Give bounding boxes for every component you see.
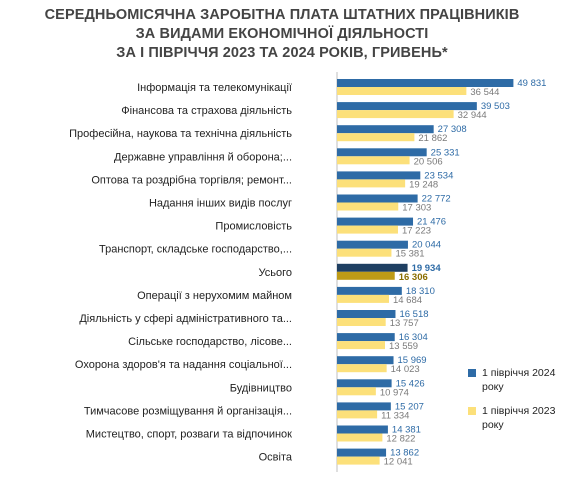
category-label: Охорона здоров'я та надання соціальної..…: [75, 359, 292, 371]
category-label: Будівництво: [230, 382, 292, 394]
value-label-2024: 27 308: [438, 124, 467, 135]
bar-2024: [337, 356, 394, 365]
bar-2024: [337, 402, 391, 411]
bar-2023: [337, 433, 383, 442]
value-label-2024: 18 310: [406, 286, 435, 297]
value-label-2024: 49 831: [517, 78, 546, 89]
value-label-2023: 20 506: [414, 156, 443, 167]
value-label-2024: 19 934: [412, 263, 442, 274]
value-label-2023: 13 559: [389, 341, 418, 352]
bar-2023: [337, 179, 406, 188]
value-label-2023: 14 023: [391, 364, 420, 375]
category-label: Державне управління й оборона;...: [114, 151, 292, 163]
bar-2024: [337, 286, 402, 295]
bar-2023: [337, 318, 386, 326]
bar-2023: [337, 248, 392, 257]
bar-2023: [337, 364, 387, 373]
legend-item-2024: 1 півріччя 2024 року: [468, 366, 560, 394]
value-label-2024: 39 503: [481, 101, 510, 112]
bar-2024: [337, 171, 421, 180]
bar-2023: [337, 410, 378, 419]
legend-swatch-2023: [468, 407, 476, 415]
chart-title: СЕРЕДНЬОМІСЯЧНА ЗАРОБІТНА ПЛАТА ШТАТНИХ …: [0, 6, 564, 63]
value-label-2023: 36 544: [470, 87, 499, 98]
value-label-2023: 16 306: [399, 272, 428, 283]
category-label: Інформація та телекомунікації: [137, 82, 292, 94]
value-label-2024: 15 969: [398, 355, 427, 366]
value-label-2023: 12 041: [384, 457, 413, 468]
bar-2023: [337, 87, 467, 95]
bar-2023: [337, 456, 380, 465]
bar-2024: [337, 425, 388, 434]
bar-2024: [337, 263, 408, 272]
bar-2024: [337, 379, 392, 388]
value-label-2023: 15 381: [395, 249, 424, 260]
bar-2024: [337, 310, 396, 318]
value-label-2023: 12 822: [386, 434, 415, 445]
bar-2023: [337, 294, 389, 303]
value-label-2024: 23 534: [424, 170, 453, 181]
value-label-2024: 25 331: [431, 147, 460, 158]
bar-2024: [337, 194, 418, 203]
value-label-2023: 13 757: [390, 318, 419, 329]
value-label-2023: 11 334: [381, 410, 409, 421]
bar-2023: [337, 271, 395, 280]
value-label-2023: 17 303: [402, 203, 431, 214]
value-label-2024: 13 862: [390, 448, 419, 459]
title-line-3: ЗА І ПІВРІЧЧЯ 2023 ТА 2024 РОКІВ, ГРИВЕН…: [116, 45, 448, 61]
legend-item-2023: 1 півріччя 2023 року: [468, 404, 560, 432]
category-label: Оптова та роздрібна торгівля; ремонт...: [91, 174, 292, 186]
title-line-1: СЕРЕДНЬОМІСЯЧНА ЗАРОБІТНА ПЛАТА ШТАТНИХ …: [44, 7, 520, 23]
bar-2024: [337, 240, 408, 249]
bar-2024: [337, 125, 434, 134]
value-label-2024: 14 381: [392, 425, 421, 436]
bar-2023: [337, 156, 410, 165]
category-label: Надання інших видів послуг: [149, 198, 292, 210]
value-label-2023: 17 223: [402, 226, 431, 237]
value-label-2024: 15 426: [396, 378, 425, 389]
category-label: Мистецтво, спорт, розваги та відпочинок: [86, 429, 292, 441]
legend-label-2024: 1 півріччя 2024 року: [482, 367, 556, 393]
category-label: Тимчасове розміщування й організація...: [84, 405, 292, 417]
value-label-2023: 19 248: [409, 179, 438, 190]
bar-2023: [337, 133, 415, 142]
bar-2024: [337, 448, 387, 457]
category-label: Транспорт, складське господарство,...: [99, 244, 292, 256]
category-label: Промисловість: [215, 221, 292, 233]
title-line-2: ЗА ВИДАМИ ЕКОНОМІЧНОЇ ДІЯЛЬНОСТІ: [135, 26, 429, 42]
bar-2024: [337, 333, 395, 342]
legend-label-2023: 1 півріччя 2023 року: [482, 405, 556, 431]
value-label-2023: 32 944: [458, 110, 487, 121]
value-label-2024: 22 772: [422, 194, 451, 205]
bar-2023: [337, 225, 398, 234]
value-label-2023: 10 974: [380, 387, 409, 398]
value-label-2024: 21 476: [417, 217, 446, 228]
category-label: Сільське господарство, лісове...: [128, 336, 292, 348]
value-label-2024: 15 207: [395, 401, 424, 412]
bar-2023: [337, 202, 399, 211]
legend-swatch-2024: [468, 369, 476, 377]
bar-2023: [337, 341, 385, 350]
bar-2023: [337, 110, 454, 119]
value-label-2023: 14 684: [393, 295, 422, 306]
bar-2023: [337, 387, 376, 396]
category-label: Освіта: [259, 452, 293, 464]
chart-legend: 1 півріччя 2024 року 1 півріччя 2023 рок…: [468, 366, 560, 442]
category-label: Операції з нерухомим майном: [137, 290, 292, 302]
value-label-2024: 16 518: [399, 309, 428, 320]
category-label: Фінансова та страхова діяльність: [121, 105, 292, 117]
bar-2024: [337, 148, 427, 157]
value-label-2024: 20 044: [412, 240, 441, 251]
category-label: Усього: [259, 267, 293, 279]
category-label: Діяльність у сфері адміністративного та.…: [79, 313, 292, 325]
category-label: Професійна, наукова та технічна діяльніс…: [69, 128, 292, 140]
bar-2024: [337, 102, 477, 111]
bar-2024: [337, 79, 514, 87]
bar-2024: [337, 217, 414, 226]
value-label-2024: 16 304: [399, 332, 428, 343]
value-label-2023: 21 862: [418, 133, 447, 144]
